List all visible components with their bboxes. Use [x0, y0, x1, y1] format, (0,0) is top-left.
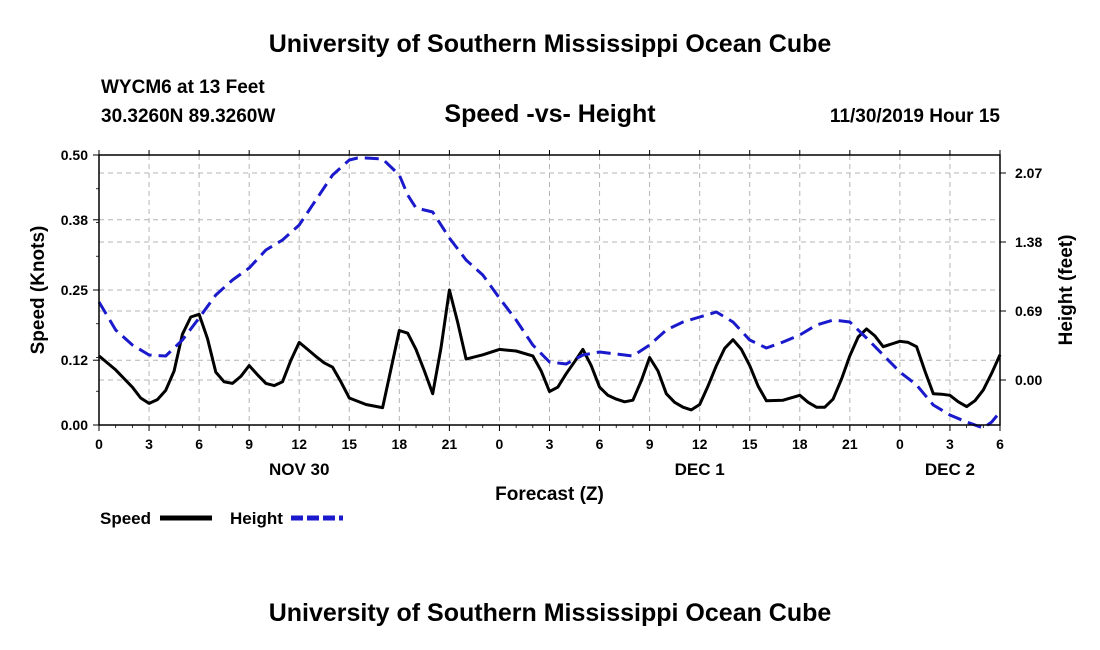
x-tick-label: 6 — [596, 436, 604, 452]
legend-label-speed: Speed — [100, 509, 151, 528]
day-label: NOV 30 — [269, 460, 329, 479]
day-label: DEC 1 — [675, 460, 725, 479]
x-tick-label: 3 — [946, 436, 954, 452]
axes: 0 3 6 9 12 15 18 21 0 3 6 9 12 15 18 21 0 3 6 0.00 0.12 0.25 0… — [28, 147, 1077, 505]
y2-axis-label: Height (feet) — [1056, 235, 1077, 346]
series-layer — [97, 156, 1002, 430]
series-line-speed — [98, 288, 1002, 412]
datetime-label: 11/30/2019 Hour 15 — [829, 106, 1000, 127]
x-tick-label: 3 — [546, 436, 554, 452]
legend: Speed Height — [100, 509, 343, 528]
x-tick-label: 15 — [341, 436, 357, 452]
legend-label-height: Height — [230, 509, 283, 528]
x-tick-label: 0 — [496, 436, 504, 452]
y2-tick-label: 0.69 — [1015, 303, 1042, 319]
x-tick-label: 12 — [291, 436, 307, 452]
y-tick-label: 0.25 — [61, 282, 88, 298]
page-title: University of Southern Mississippi Ocean… — [268, 30, 832, 58]
chart-subtitle: Speed -vs- Height — [444, 100, 656, 128]
coordinates-label: 30.3260N 89.3260W — [101, 106, 276, 127]
x-tick-label: 15 — [742, 436, 758, 452]
y-axis-label: Speed (Knots) — [28, 226, 49, 355]
y-tick-label: 0.12 — [61, 352, 88, 368]
series-line-height — [97, 156, 1002, 430]
grid — [99, 155, 1000, 425]
x-tick-label: 12 — [692, 436, 708, 452]
x-tick-label: 21 — [442, 436, 458, 452]
station-label: WYCM6 at 13 Feet — [101, 77, 265, 98]
x-tick-label: 0 — [95, 436, 103, 452]
x-tick-label: 9 — [646, 436, 654, 452]
y-tick-label: 0.50 — [61, 147, 88, 163]
x-tick-label: 18 — [392, 436, 408, 452]
y2-tick-label: 1.38 — [1015, 234, 1042, 250]
x-tick-label: 6 — [195, 436, 203, 452]
x-tick-label: 6 — [996, 436, 1004, 452]
y-tick-label: 0.38 — [61, 212, 88, 228]
x-tick-label: 0 — [896, 436, 904, 452]
x-tick-label: 18 — [792, 436, 808, 452]
x-axis-label: Forecast (Z) — [495, 484, 604, 505]
y2-tick-label: 0.00 — [1015, 372, 1042, 388]
x-tick-label: 9 — [245, 436, 253, 452]
day-label: DEC 2 — [925, 460, 975, 479]
y-tick-label: 0.00 — [61, 417, 88, 433]
x-tick-label: 3 — [145, 436, 153, 452]
y2-tick-label: 2.07 — [1015, 165, 1042, 181]
footer-title: University of Southern Mississippi Ocean… — [268, 599, 832, 627]
x-tick-label: 21 — [842, 436, 858, 452]
